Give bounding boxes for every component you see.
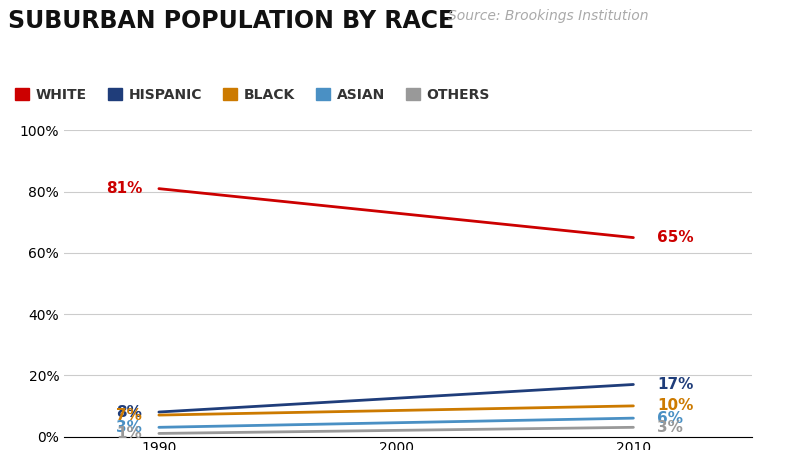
- Text: 6%: 6%: [657, 411, 683, 426]
- Text: 1%: 1%: [117, 426, 142, 441]
- Text: 3%: 3%: [117, 420, 142, 435]
- Text: 8%: 8%: [117, 405, 142, 419]
- Text: 65%: 65%: [657, 230, 694, 245]
- Legend: WHITE, HISPANIC, BLACK, ASIAN, OTHERS: WHITE, HISPANIC, BLACK, ASIAN, OTHERS: [15, 88, 490, 102]
- Text: 17%: 17%: [657, 377, 694, 392]
- Text: 10%: 10%: [657, 398, 694, 414]
- Text: 81%: 81%: [106, 181, 142, 196]
- Text: 7%: 7%: [117, 408, 142, 423]
- Text: SUBURBAN POPULATION BY RACE: SUBURBAN POPULATION BY RACE: [8, 9, 454, 33]
- Text: Source: Brookings Institution: Source: Brookings Institution: [448, 9, 649, 23]
- Text: 3%: 3%: [657, 420, 683, 435]
